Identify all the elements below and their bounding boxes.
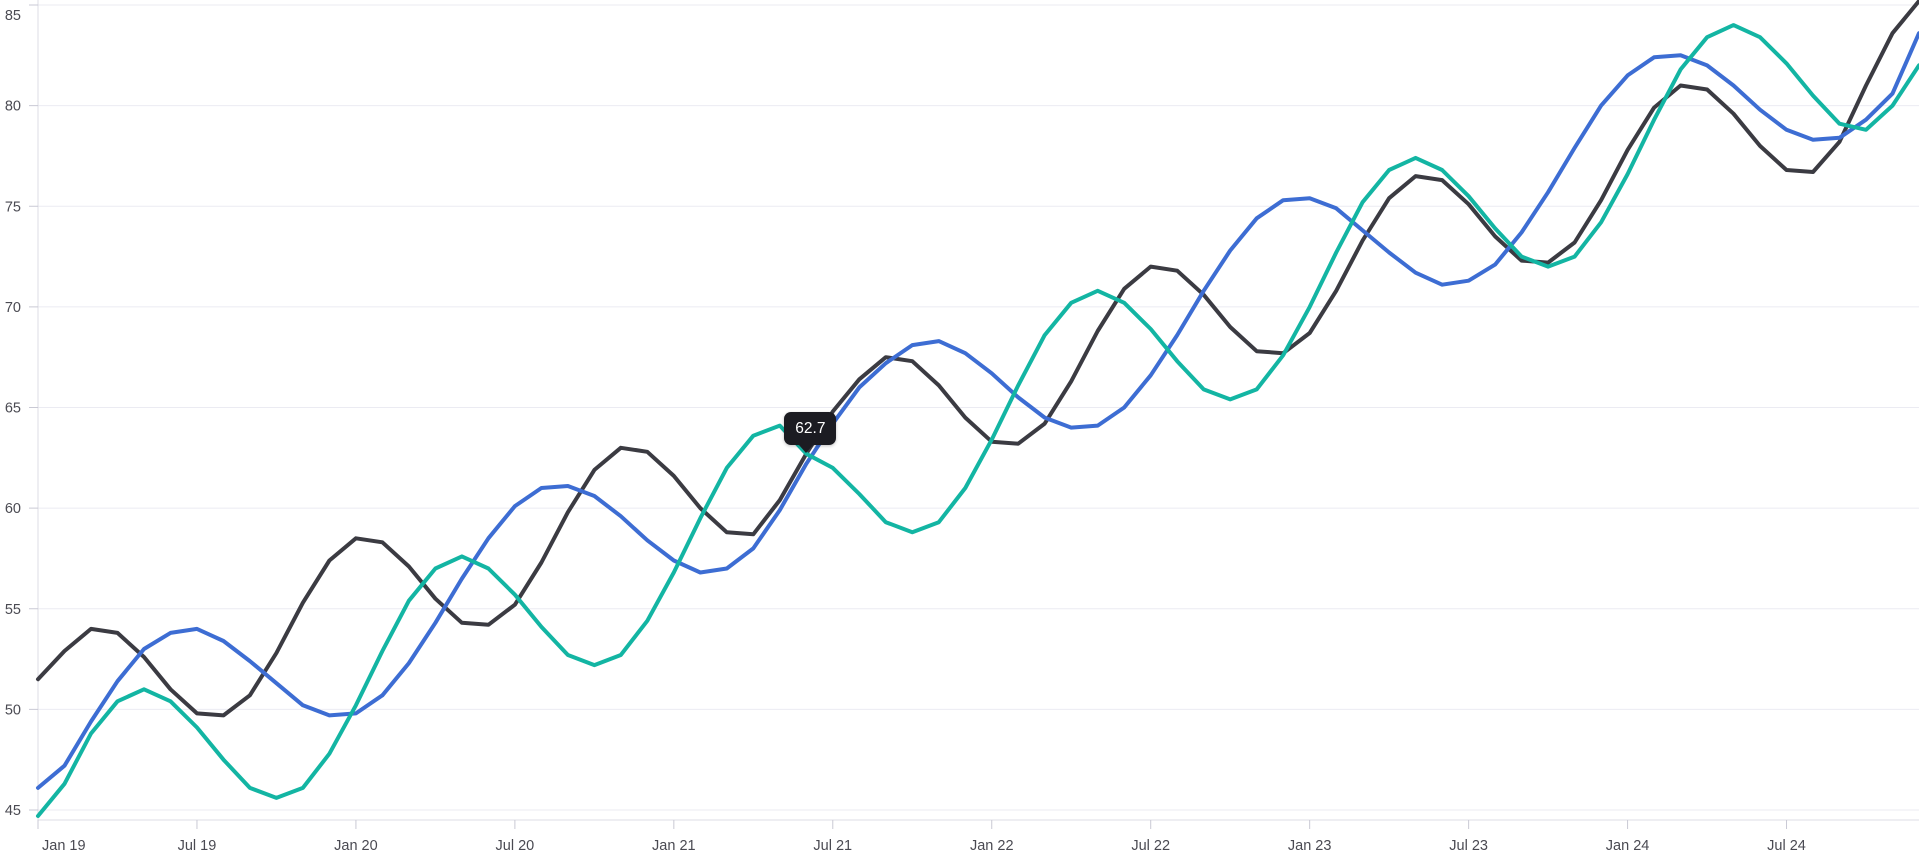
series-line-teal[interactable] [36,23,1919,818]
x-axis-label: Jul 24 [1767,838,1806,854]
x-axis-label: Jul 19 [178,838,217,854]
y-axis-label: 45 [5,803,21,819]
x-axis-label: Jul 23 [1449,838,1488,854]
y-axis-label: 85 [5,8,21,24]
x-axis-label: Jan 24 [1606,838,1650,854]
y-axis-label: 80 [5,99,21,115]
x-axis-label: Jan 22 [970,838,1014,854]
y-axis-label: 60 [5,501,21,517]
y-axis-label: 50 [5,702,21,718]
x-axis-label: Jul 22 [1131,838,1170,854]
tooltip-caret-icon [799,445,814,454]
series-line-blue[interactable] [36,31,1919,790]
x-axis-label: Jul 21 [813,838,852,854]
series-line-dark[interactable] [36,0,1919,718]
x-axis-label: Jan 20 [334,838,378,854]
tooltip-value: 62.7 [795,419,826,437]
x-axis-label: Jul 20 [496,838,535,854]
x-axis-label: Jan 19 [42,838,86,854]
y-axis-label: 65 [5,401,21,417]
y-axis-label: 55 [5,602,21,618]
y-axis-label: 70 [5,300,21,316]
x-axis-label: Jan 21 [652,838,696,854]
chart-tooltip: 62.7 [784,411,837,454]
y-axis-label: 75 [5,199,21,215]
x-axis-label: Jan 23 [1288,838,1332,854]
